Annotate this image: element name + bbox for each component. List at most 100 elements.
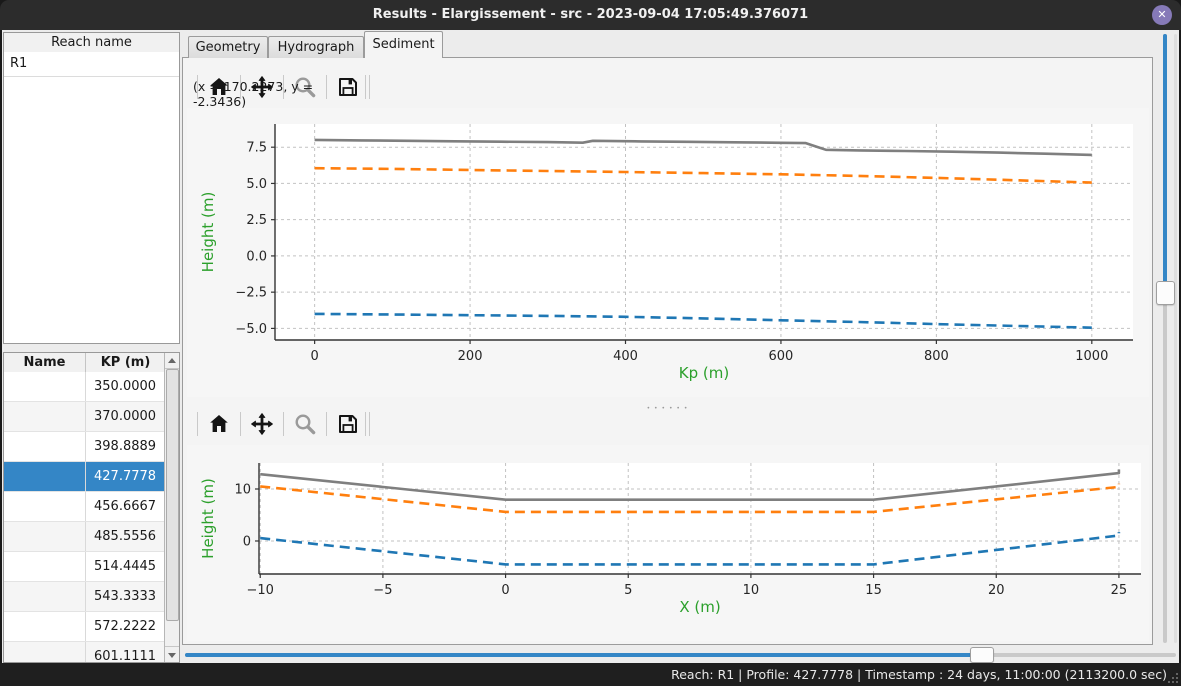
- home-icon: [210, 78, 228, 95]
- splitter-handle-left[interactable]: [3, 345, 180, 352]
- pan-button[interactable]: [245, 72, 279, 102]
- zoom-button[interactable]: [288, 409, 322, 439]
- svg-text:0: 0: [243, 534, 251, 549]
- cell-name: [4, 462, 86, 491]
- slider-fill: [1163, 34, 1167, 292]
- table-row[interactable]: 456.6667: [4, 492, 165, 522]
- resize-grip[interactable]: [1168, 673, 1178, 683]
- column-header-kp[interactable]: KP (m): [100, 355, 151, 370]
- cursor-coordinates-readout: (x = 170.2273, y = -2.3436): [193, 79, 314, 109]
- time-slider-vertical[interactable]: [1153, 32, 1177, 645]
- kp-profile-chart[interactable]: 0 200 400 600 800 1000 7.5 5.0 2.5 0.0 −2.5 −5.0 Kp …: [187, 108, 1149, 397]
- table-row[interactable]: 572.2222: [4, 612, 165, 642]
- pan-button[interactable]: [245, 409, 279, 439]
- pan-icon: [251, 413, 273, 435]
- cell-kp: 601.1111: [94, 649, 157, 663]
- home-button[interactable]: [202, 72, 236, 102]
- column-header-name[interactable]: Name: [4, 353, 86, 372]
- cell-kp: 514.4445: [94, 559, 157, 574]
- cell-kp: 543.3333: [94, 589, 157, 604]
- toolbar-separator: [283, 75, 284, 99]
- tab-hydrograph[interactable]: Hydrograph: [268, 36, 364, 58]
- table-row[interactable]: 514.4445: [4, 552, 165, 582]
- table-row[interactable]: 370.0000: [4, 402, 165, 432]
- toolbar-separator: [197, 412, 198, 436]
- orange-dashed-line: [260, 483, 1121, 514]
- svg-text:15: 15: [865, 583, 882, 598]
- cell-name: [4, 402, 86, 431]
- title-bar[interactable]: Results - Elargissement - src - 2023-09-…: [0, 0, 1181, 30]
- table-row[interactable]: 543.3333: [4, 582, 165, 612]
- reach-item[interactable]: R1: [4, 52, 179, 77]
- cell-name: [4, 372, 86, 401]
- blue-dashed-line: [260, 532, 1121, 566]
- svg-text:5: 5: [624, 583, 632, 598]
- save-icon: [339, 78, 357, 96]
- magnifier-icon: [295, 77, 316, 98]
- cell-kp: 350.0000: [94, 379, 157, 394]
- scrollbar-thumb[interactable]: [166, 369, 179, 621]
- table-row[interactable]: 485.5556: [4, 522, 165, 552]
- table-body: 350.0000 370.0000 398.8889 427.7778 456.6667…: [4, 372, 165, 662]
- cell-kp: 370.0000: [94, 409, 157, 424]
- svg-text:2.5: 2.5: [246, 213, 267, 228]
- svg-text:800: 800: [924, 349, 949, 364]
- svg-text:0: 0: [501, 583, 509, 598]
- svg-text:−10: −10: [247, 583, 274, 598]
- profile-table: Name KP (m) 350.0000 370.0000 398.8889 427.…: [3, 352, 180, 663]
- toolbar-separator: [240, 75, 241, 99]
- svg-text:0.0: 0.0: [246, 249, 267, 264]
- slider-fill: [185, 653, 981, 657]
- tab-geometry[interactable]: Geometry: [188, 36, 268, 58]
- save-button[interactable]: [331, 409, 365, 439]
- table-row[interactable]: 427.7778: [4, 462, 165, 492]
- close-button[interactable]: ✕: [1152, 5, 1172, 25]
- home-icon: [210, 415, 228, 432]
- svg-text:20: 20: [988, 583, 1005, 598]
- table-scrollbar[interactable]: [164, 353, 179, 662]
- toolbar-separator: [240, 412, 241, 436]
- slider-track[interactable]: [1163, 34, 1167, 643]
- arrow-up-icon: [168, 358, 176, 363]
- scroll-down-button[interactable]: [165, 646, 179, 662]
- zoom-button[interactable]: [288, 72, 322, 102]
- splitter-handle-plots[interactable]: [183, 397, 1152, 406]
- cross-section-chart[interactable]: −10 −5 0 5 10 15 20 25 0 10 X (m) Height (m): [187, 445, 1149, 641]
- window-title: Results - Elargissement - src - 2023-09-…: [372, 7, 809, 22]
- figure-kp-profile: 0 200 400 600 800 1000 7.5 5.0 2.5 0.0 −2.5 −5.0 Kp …: [187, 108, 1149, 397]
- table-row[interactable]: 601.1111: [4, 642, 165, 663]
- cell-name: [4, 582, 86, 611]
- toolbar-separator: [369, 412, 370, 436]
- toolbar-separator: [365, 412, 366, 436]
- status-bar: Reach: R1 | Profile: 427.7778 | Timestam…: [0, 663, 1181, 686]
- svg-text:X (m): X (m): [679, 598, 720, 616]
- close-icon: ✕: [1157, 8, 1167, 21]
- cell-kp: 398.8889: [94, 439, 157, 454]
- toolbar-separator: [365, 75, 366, 99]
- save-button[interactable]: [331, 72, 365, 102]
- table-row[interactable]: 350.0000: [4, 372, 165, 402]
- blue-dashed-line: [314, 312, 1092, 329]
- magnifier-icon: [295, 414, 316, 435]
- tab-sediment[interactable]: Sediment: [364, 31, 443, 58]
- plot-toolbar-top: (x = 170.2273, y = -2.3436): [193, 70, 374, 109]
- gray-solid-line: [260, 469, 1121, 501]
- reach-list[interactable]: R1: [3, 52, 180, 344]
- cell-name: [4, 552, 86, 581]
- table-header: Name KP (m): [4, 353, 165, 373]
- slider-handle[interactable]: [969, 647, 994, 663]
- home-button[interactable]: [202, 409, 236, 439]
- scrollbar-track[interactable]: [1174, 34, 1177, 643]
- toolbar-separator: [369, 75, 370, 99]
- time-slider-horizontal[interactable]: [183, 647, 1178, 663]
- svg-text:10: 10: [234, 482, 251, 497]
- svg-text:7.5: 7.5: [246, 141, 267, 156]
- cell-name: [4, 522, 86, 551]
- slider-handle[interactable]: [1156, 280, 1175, 305]
- svg-text:Height (m): Height (m): [199, 192, 217, 273]
- svg-text:5.0: 5.0: [246, 177, 267, 192]
- svg-text:10: 10: [743, 583, 760, 598]
- scroll-up-button[interactable]: [165, 353, 179, 369]
- table-row[interactable]: 398.8889: [4, 432, 165, 462]
